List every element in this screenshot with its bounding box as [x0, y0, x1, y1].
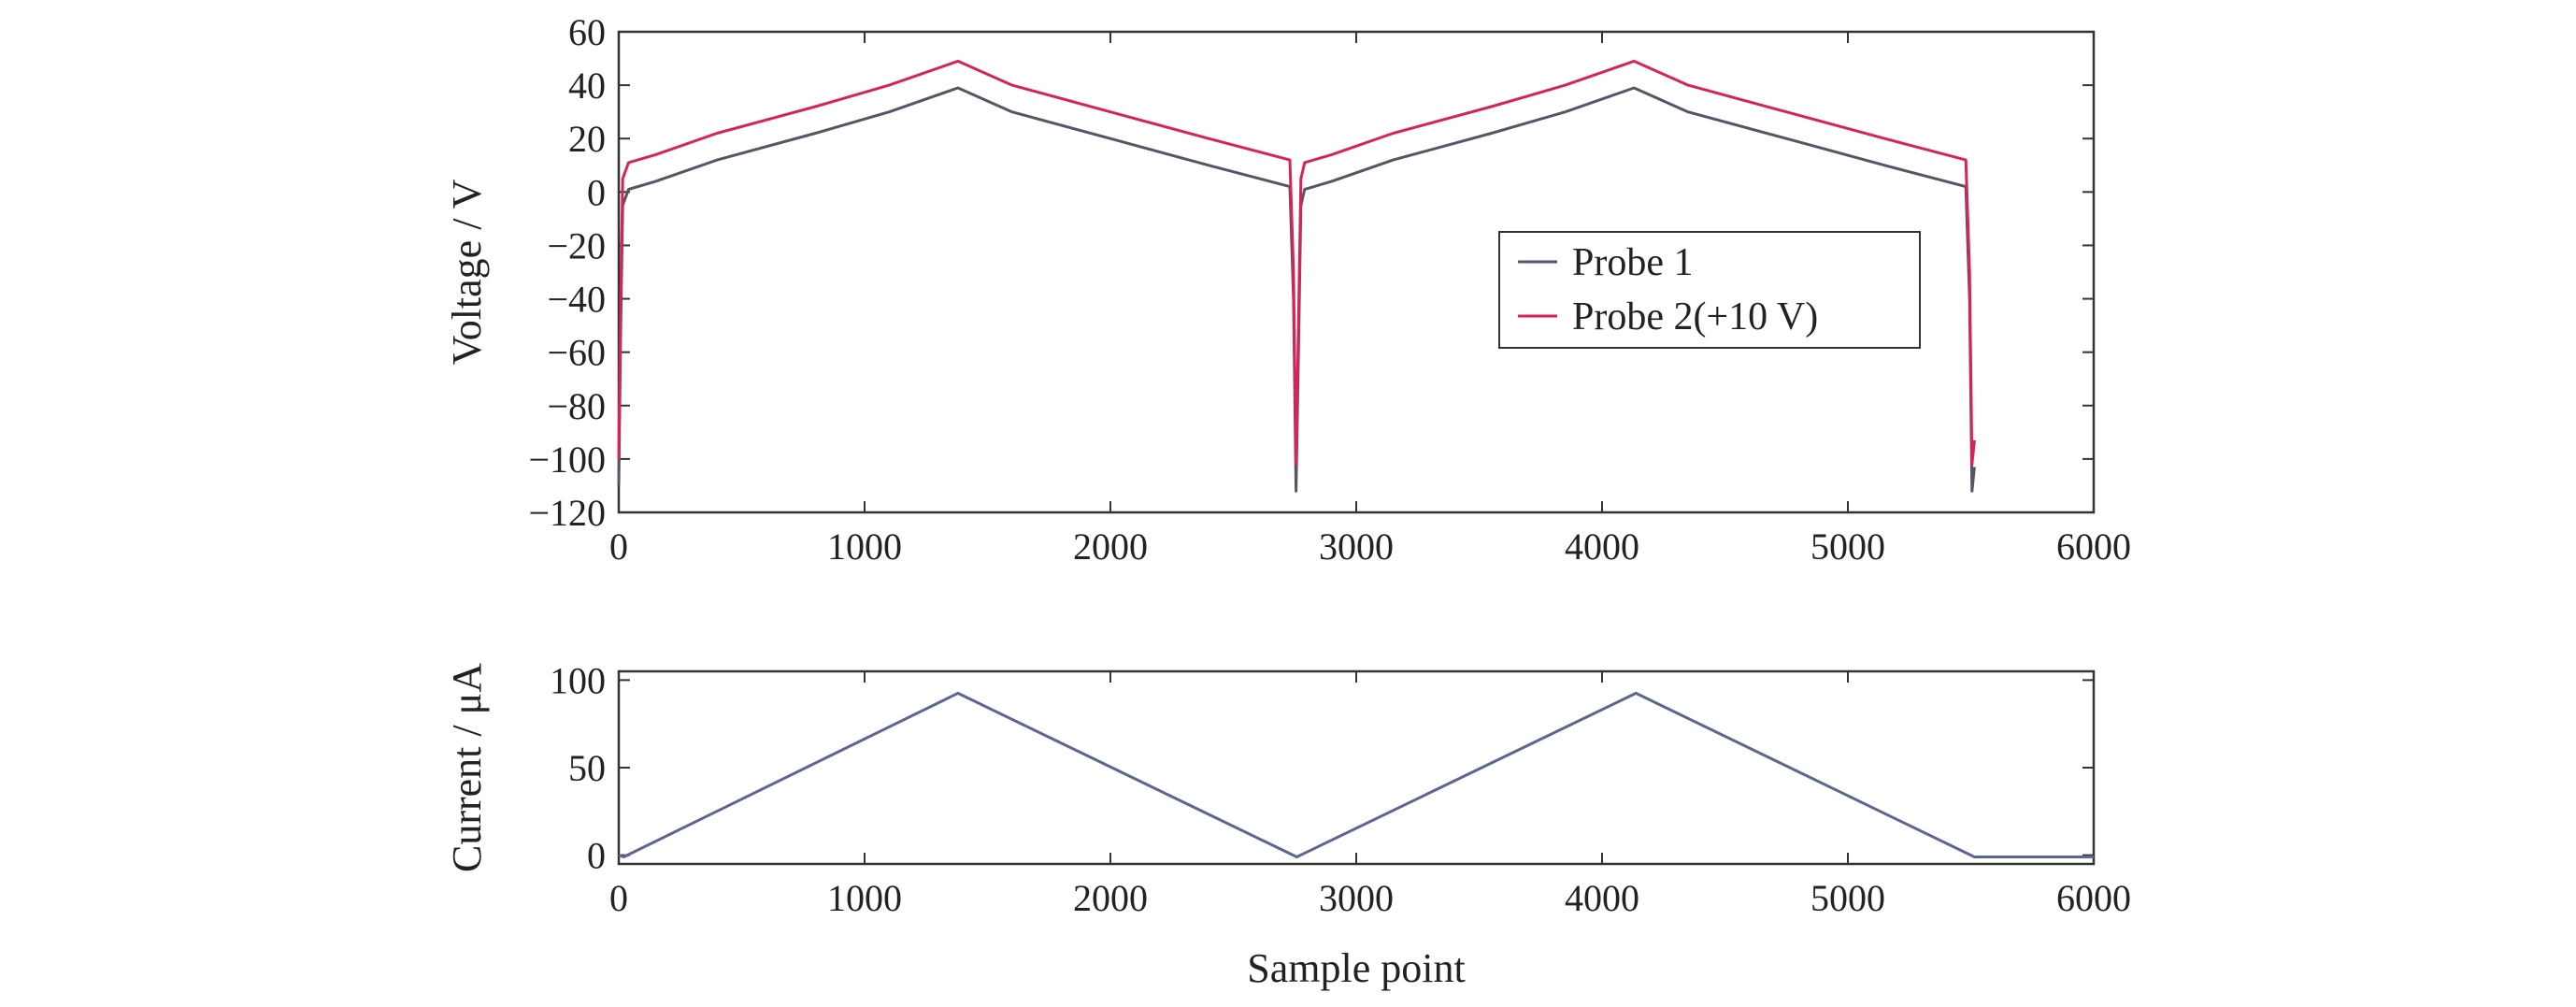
- voltage-x-tick-label: 1000: [827, 525, 902, 568]
- current-x-tick-label: 2000: [1073, 877, 1148, 919]
- voltage-x-tick-label: 0: [609, 525, 628, 568]
- current-y-tick-label: 100: [550, 659, 606, 701]
- voltage-legend: Probe 1 Probe 2(+10 V): [1498, 231, 1921, 349]
- legend-label-series-2: Probe 2(+10 V): [1572, 295, 1818, 338]
- current-series-1-line: [618, 691, 2094, 858]
- current-x-tick-label: 3000: [1319, 877, 1394, 919]
- voltage-y-tick-label: 20: [568, 118, 606, 160]
- voltage-x-tick-label: 4000: [1565, 525, 1639, 568]
- voltage-y-tick-label: −40: [547, 279, 606, 321]
- voltage-y-tick-label: −100: [528, 439, 606, 481]
- current-x-tick-label: 0: [609, 877, 628, 919]
- current-plot-frame: [617, 669, 2096, 866]
- current-x-tick-label: 4000: [1565, 877, 1639, 919]
- current-x-tick-label: 5000: [1810, 877, 1885, 919]
- legend-box: [1498, 231, 1921, 349]
- voltage-y-tick-label: −120: [528, 492, 606, 534]
- voltage-x-tick-label: 3000: [1319, 525, 1394, 568]
- voltage-y-tick-label: 0: [587, 171, 606, 213]
- voltage-series-2-line: [617, 59, 1976, 467]
- voltage-y-tick-label: −20: [547, 224, 606, 266]
- current-x-tick-label: 1000: [827, 877, 902, 919]
- voltage-y-tick-label: 60: [568, 11, 606, 53]
- voltage-y-axis-label: Voltage / V: [444, 179, 490, 365]
- voltage-y-tick-label: −60: [547, 332, 606, 374]
- voltage-x-tick-label: 2000: [1073, 525, 1148, 568]
- voltage-chart: 0 1000 2000 3000 4000 5000 6000 60 40 20 0 −20 −40 −6…: [444, 11, 2131, 568]
- voltage-x-tick-label: 6000: [2056, 525, 2131, 568]
- current-chart: 0 1000 2000 3000 4000 5000 6000 100 50 0 Current /…: [444, 659, 2131, 991]
- current-x-tick-label: 6000: [2056, 877, 2131, 919]
- current-y-axis-label: Current / μA: [444, 663, 490, 872]
- voltage-x-tick-label: 5000: [1810, 525, 1885, 568]
- current-y-tick-label: 50: [568, 747, 606, 789]
- legend-label-series-1: Probe 1: [1572, 241, 1694, 284]
- voltage-y-tick-label: 40: [568, 65, 606, 107]
- current-x-axis-label: Sample point: [1247, 945, 1465, 991]
- voltage-y-tick-label: −80: [547, 385, 606, 427]
- current-y-tick-label: 0: [587, 835, 606, 877]
